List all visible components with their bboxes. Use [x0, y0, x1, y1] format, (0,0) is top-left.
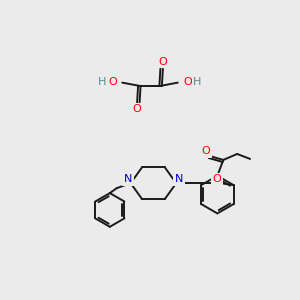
Text: O: O	[183, 76, 192, 87]
Text: O: O	[212, 174, 221, 184]
Text: O: O	[108, 76, 117, 87]
Text: O: O	[133, 104, 142, 114]
Text: O: O	[201, 146, 210, 156]
Text: N: N	[124, 174, 132, 184]
Text: H: H	[98, 76, 106, 87]
Text: N: N	[175, 173, 183, 183]
Text: N: N	[175, 174, 183, 184]
Text: H: H	[194, 76, 202, 87]
Text: O: O	[158, 57, 167, 67]
